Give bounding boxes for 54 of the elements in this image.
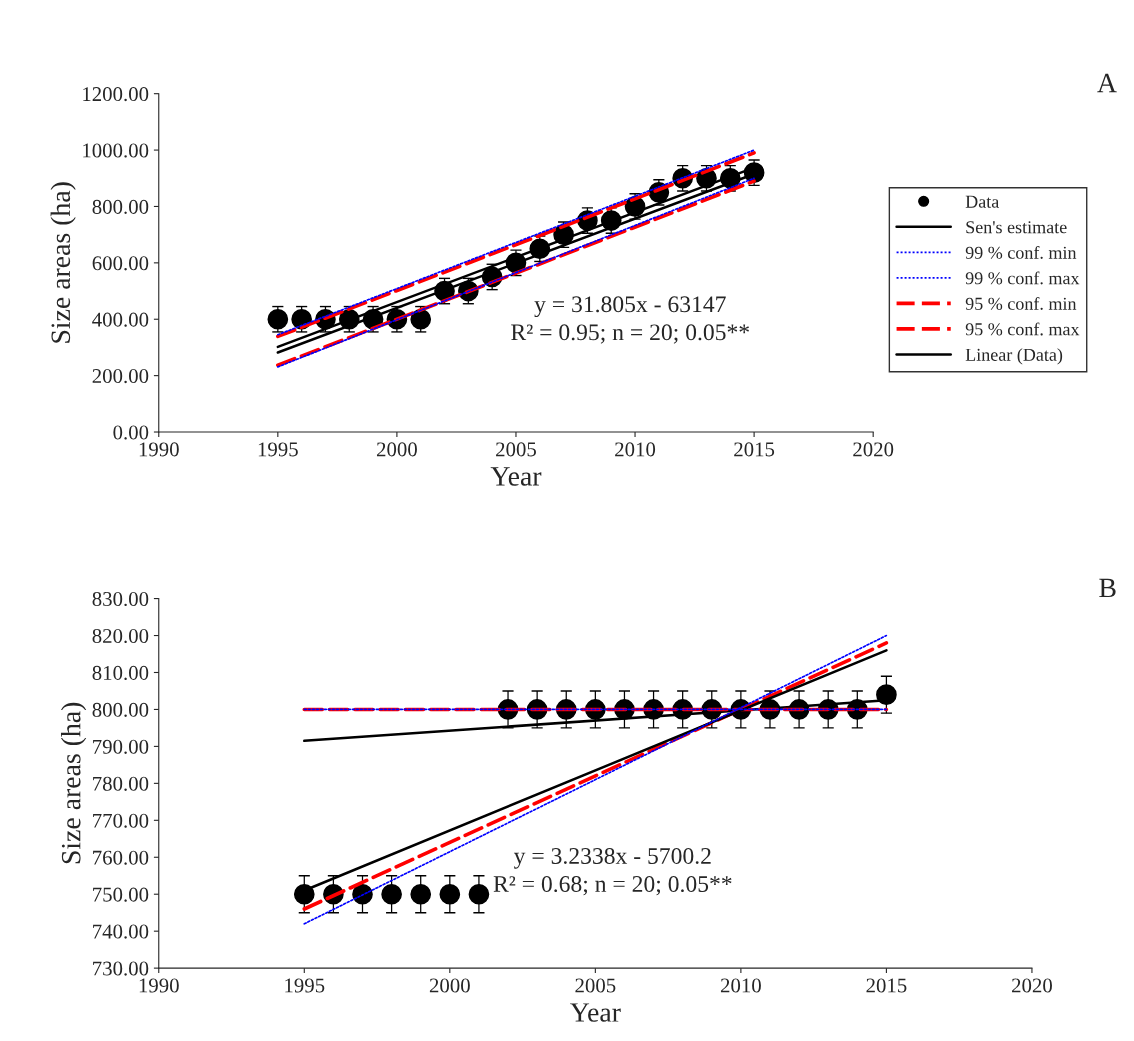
y-tick-label: 740.00 bbox=[93, 924, 149, 939]
x-tick-label: 2010 bbox=[720, 978, 761, 993]
y-tick-label: 400.00 bbox=[92, 312, 149, 327]
annotation: y = 31.805x - 63147 R² = 0.95; n = 20; 0.05** bbox=[511, 296, 749, 344]
y-tick-label: 800.00 bbox=[92, 199, 149, 214]
y-tick-label: 730.00 bbox=[93, 961, 149, 976]
y-tick-label: 1200.00 bbox=[83, 87, 149, 102]
text: B bbox=[1099, 578, 1116, 598]
point bbox=[410, 883, 432, 905]
y-axis-title: Size areas (ha) bbox=[61, 702, 87, 864]
y-tick-label: 820.00 bbox=[92, 628, 149, 644]
y-tick-label: 1000.00 bbox=[83, 143, 149, 158]
point bbox=[439, 883, 461, 905]
x-axis-title: Year bbox=[570, 1003, 621, 1022]
point bbox=[293, 883, 315, 905]
point bbox=[381, 883, 402, 905]
legend-label: 99 % conf. max bbox=[965, 271, 1080, 285]
y-tick-label: 770.00 bbox=[93, 813, 149, 828]
x-tick-label: 1990 bbox=[139, 442, 179, 457]
y-tick-label: 200.00 bbox=[92, 369, 149, 384]
y-tick-label: 800.00 bbox=[92, 702, 149, 717]
y-tick-label: 600.00 bbox=[92, 256, 149, 271]
x-tick-label: 2020 bbox=[853, 442, 894, 457]
y-tick-label: 810.00 bbox=[92, 665, 149, 681]
x-tick-label: 1990 bbox=[139, 978, 179, 993]
y-tick-label: 790.00 bbox=[93, 739, 149, 754]
legend-label: 95 % conf. min bbox=[965, 296, 1077, 310]
x-tick-label: 2005 bbox=[575, 978, 616, 993]
y-axis-title: Size areas (ha) bbox=[50, 182, 76, 343]
text: A bbox=[1097, 73, 1117, 93]
x-tick-label: 2010 bbox=[615, 442, 656, 457]
y-tick-label: 780.00 bbox=[93, 776, 149, 791]
annotation: y = 3.2338x - 5700.2 R² = 0.68; n = 20; 0.05** bbox=[493, 847, 732, 896]
x-tick-label: 1995 bbox=[258, 442, 298, 457]
y-tick-label: 0.00 bbox=[113, 425, 149, 440]
x-tick-label: 2015 bbox=[734, 442, 775, 457]
x-tick-label: 2000 bbox=[376, 442, 417, 457]
legend-label: 95 % conf. max bbox=[965, 322, 1080, 336]
point bbox=[876, 684, 897, 705]
x-tick-label: 2015 bbox=[866, 978, 907, 993]
y-tick-label: 760.00 bbox=[93, 850, 149, 865]
y-tick-label: 750.00 bbox=[93, 887, 149, 902]
point bbox=[410, 308, 432, 330]
legend-label: Linear (Data) bbox=[965, 348, 1063, 365]
x-tick-label: 2020 bbox=[1012, 978, 1052, 993]
x-axis-title: Year bbox=[490, 467, 542, 486]
y-tick-label: 830.00 bbox=[92, 591, 149, 607]
legend-label: 99 % conf. min bbox=[965, 245, 1077, 259]
legend-label: Data bbox=[965, 195, 1000, 208]
point bbox=[468, 883, 490, 905]
x-tick-label: 2005 bbox=[496, 442, 536, 457]
x-tick-label: 1995 bbox=[285, 978, 325, 993]
x-tick-label: 2000 bbox=[429, 978, 470, 993]
legend-label: Sen's estimate bbox=[966, 221, 1067, 234]
